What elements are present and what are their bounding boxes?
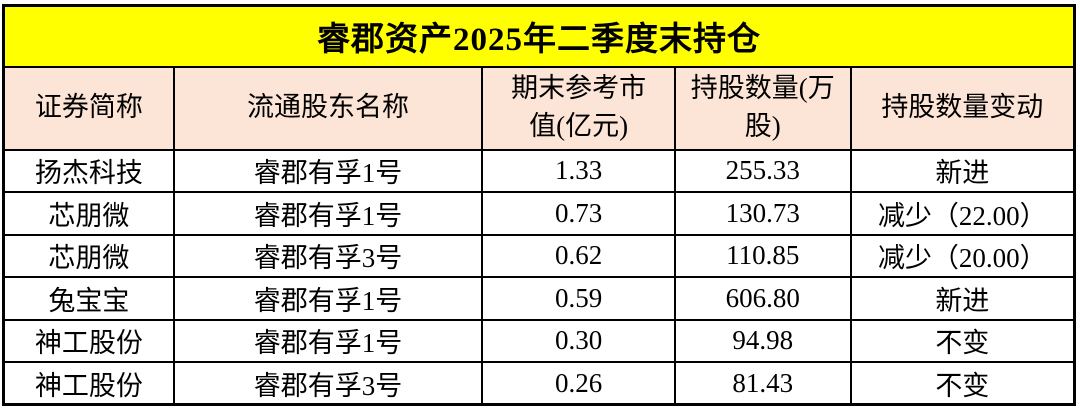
cell-share-change: 新进 [849, 276, 1076, 321]
header-row: 证券简称 流通股东名称 期末参考市值(亿元) 持股数量(万股) 持股数量变动 [2, 65, 1076, 151]
cell-market-value: 0.59 [481, 276, 676, 321]
cell-share-change: 不变 [849, 361, 1076, 406]
column-header-share-count: 持股数量(万股) [673, 65, 852, 151]
cell-shareholder-name: 睿郡有孚1号 [172, 318, 484, 363]
cell-market-value: 0.26 [481, 361, 676, 406]
table-title: 睿郡资产2025年二季度末持仓 [2, 4, 1076, 68]
cell-share-count: 255.33 [673, 148, 852, 193]
table-row: 神工股份 睿郡有孚3号 0.26 81.43 不变 [2, 361, 1076, 406]
cell-security-name: 芯朋微 [2, 191, 175, 236]
cell-market-value: 0.73 [481, 191, 676, 236]
cell-market-value: 0.30 [481, 318, 676, 363]
cell-shareholder-name: 睿郡有孚1号 [172, 276, 484, 321]
cell-shareholder-name: 睿郡有孚3号 [172, 233, 484, 278]
cell-share-count: 81.43 [673, 361, 852, 406]
cell-security-name: 芯朋微 [2, 233, 175, 278]
column-header-share-change: 持股数量变动 [849, 65, 1076, 151]
cell-shareholder-name: 睿郡有孚1号 [172, 191, 484, 236]
cell-share-change: 新进 [849, 148, 1076, 193]
cell-security-name: 扬杰科技 [2, 148, 175, 193]
cell-share-count: 94.98 [673, 318, 852, 363]
table-row: 神工股份 睿郡有孚1号 0.30 94.98 不变 [2, 318, 1076, 363]
column-header-market-value: 期末参考市值(亿元) [481, 65, 676, 151]
cell-security-name: 神工股份 [2, 361, 175, 406]
table-row: 扬杰科技 睿郡有孚1号 1.33 255.33 新进 [2, 148, 1076, 193]
cell-market-value: 1.33 [481, 148, 676, 193]
cell-share-change: 减少（20.00） [849, 233, 1076, 278]
cell-share-change: 不变 [849, 318, 1076, 363]
title-row: 睿郡资产2025年二季度末持仓 [2, 4, 1076, 68]
table-row: 兔宝宝 睿郡有孚1号 0.59 606.80 新进 [2, 276, 1076, 321]
cell-shareholder-name: 睿郡有孚3号 [172, 361, 484, 406]
column-header-security-name: 证券简称 [2, 65, 175, 151]
cell-share-count: 606.80 [673, 276, 852, 321]
cell-market-value: 0.62 [481, 233, 676, 278]
table-row: 芯朋微 睿郡有孚3号 0.62 110.85 减少（20.00） [2, 233, 1076, 278]
holdings-table: 睿郡资产2025年二季度末持仓 证券简称 流通股东名称 期末参考市值(亿元) 持… [2, 4, 1076, 406]
table-row: 芯朋微 睿郡有孚1号 0.73 130.73 减少（22.00） [2, 191, 1076, 236]
cell-shareholder-name: 睿郡有孚1号 [172, 148, 484, 193]
cell-share-change: 减少（22.00） [849, 191, 1076, 236]
column-header-shareholder-name: 流通股东名称 [172, 65, 484, 151]
cell-security-name: 兔宝宝 [2, 276, 175, 321]
cell-share-count: 130.73 [673, 191, 852, 236]
cell-security-name: 神工股份 [2, 318, 175, 363]
cell-share-count: 110.85 [673, 233, 852, 278]
